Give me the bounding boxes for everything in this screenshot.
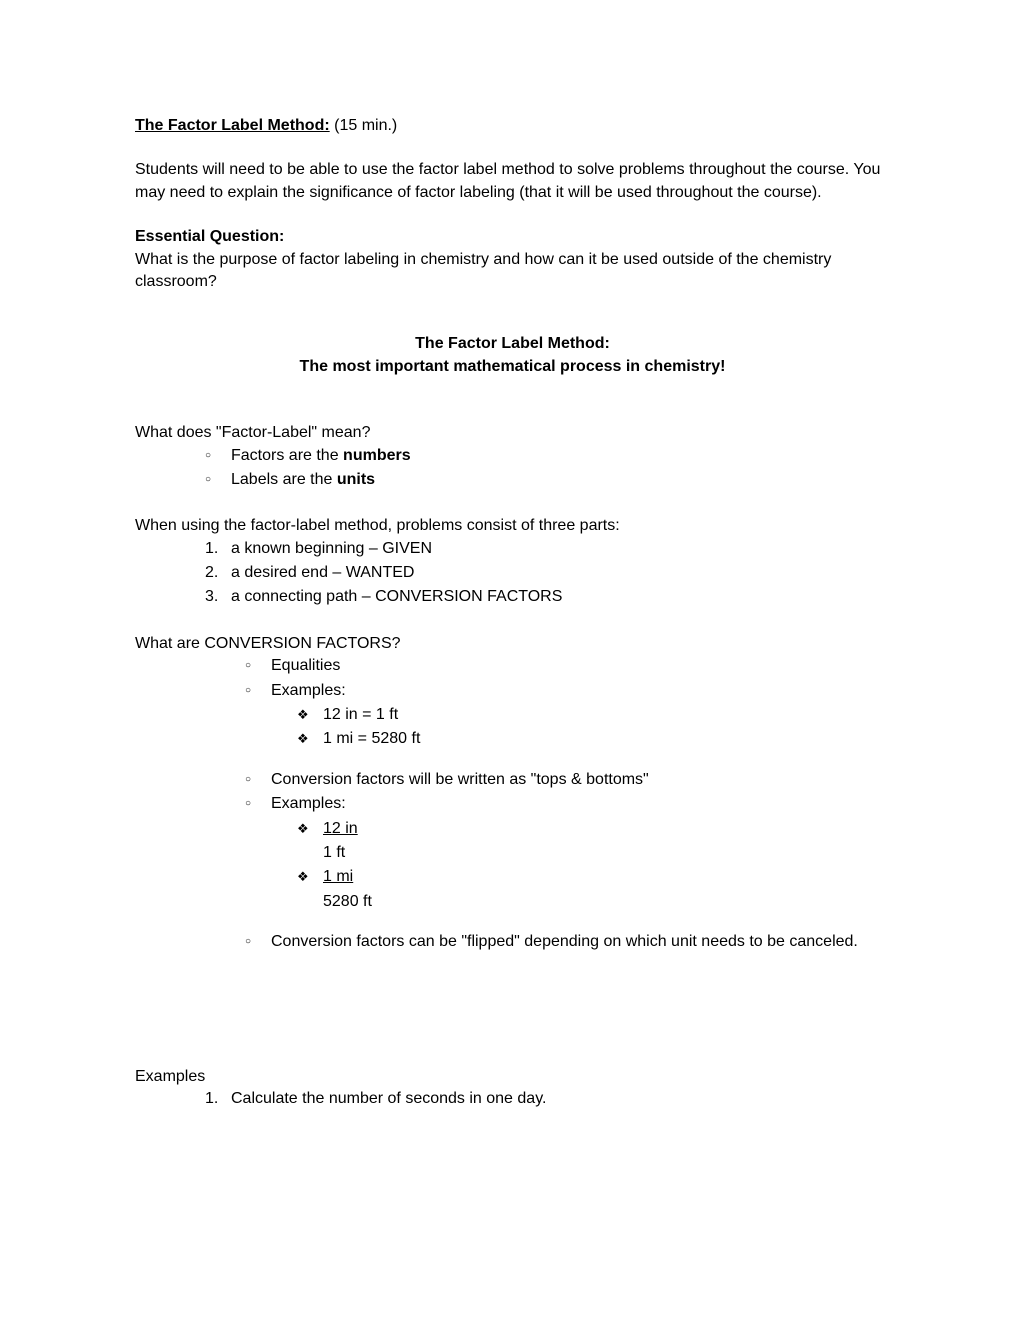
- intro-paragraph: Students will need to be able to use the…: [135, 159, 890, 204]
- list-item: Conversion factors can be "flipped" depe…: [245, 931, 890, 953]
- list-item: Examples:: [245, 680, 890, 702]
- center-line2: The most important mathematical process …: [135, 356, 890, 378]
- fraction-numerator: 12 in: [323, 820, 358, 837]
- title-line: The Factor Label Method: (15 min.): [135, 115, 890, 137]
- q3-examples-2: 12 in: [135, 818, 890, 840]
- list-item: a known beginning – GIVEN: [205, 538, 890, 560]
- essential-heading: Essential Question:: [135, 226, 890, 248]
- list-item: Labels are the units: [205, 469, 890, 491]
- fraction-numerator: 1 mi: [323, 868, 353, 885]
- q3-examples-1: 12 in = 1 ft 1 mi = 5280 ft: [135, 704, 890, 751]
- q3-list-3: Conversion factors can be "flipped" depe…: [135, 931, 890, 953]
- fraction-denominator: 1 ft: [135, 842, 890, 864]
- q1-list: Factors are the numbers Labels are the u…: [135, 445, 890, 492]
- list-item: Calculate the number of seconds in one d…: [205, 1088, 890, 1110]
- center-line1: The Factor Label Method:: [135, 333, 890, 355]
- title-heading: The Factor Label Method:: [135, 117, 330, 134]
- list-item: Examples:: [245, 793, 890, 815]
- q3-list-2: Conversion factors will be written as "t…: [135, 769, 890, 816]
- title-duration: (15 min.): [330, 117, 398, 134]
- list-item: Factors are the numbers: [205, 445, 890, 467]
- q3-examples-3: 1 mi: [135, 866, 890, 888]
- q1-prompt: What does "Factor-Label" mean?: [135, 422, 890, 444]
- text: Factors are the: [231, 447, 343, 464]
- list-item: 1 mi = 5280 ft: [297, 728, 890, 750]
- list-item: Equalities: [245, 655, 890, 677]
- q2-list: a known beginning – GIVEN a desired end …: [135, 538, 890, 609]
- examples-heading: Examples: [135, 1066, 890, 1088]
- bold-text: units: [337, 471, 375, 488]
- list-item: 12 in: [297, 818, 890, 840]
- q3-list-1: Equalities Examples:: [135, 655, 890, 702]
- text: Labels are the: [231, 471, 337, 488]
- q2-prompt: When using the factor-label method, prob…: [135, 515, 890, 537]
- list-item: 12 in = 1 ft: [297, 704, 890, 726]
- list-item: a connecting path – CONVERSION FACTORS: [205, 586, 890, 608]
- list-item: a desired end – WANTED: [205, 562, 890, 584]
- fraction-denominator: 5280 ft: [135, 891, 890, 913]
- q3-prompt: What are CONVERSION FACTORS?: [135, 633, 890, 655]
- list-item: Conversion factors will be written as "t…: [245, 769, 890, 791]
- bold-text: numbers: [343, 447, 411, 464]
- essential-question-block: Essential Question: What is the purpose …: [135, 226, 890, 293]
- list-item: 1 mi: [297, 866, 890, 888]
- examples-list: Calculate the number of seconds in one d…: [135, 1088, 890, 1110]
- essential-body: What is the purpose of factor labeling i…: [135, 249, 890, 294]
- center-title-block: The Factor Label Method: The most import…: [135, 333, 890, 378]
